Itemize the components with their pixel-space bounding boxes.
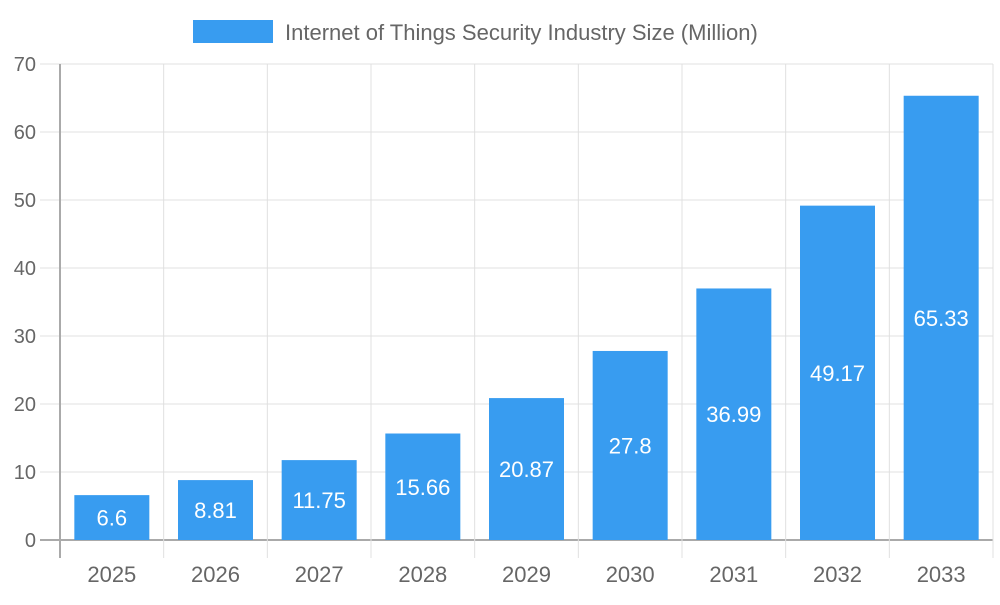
x-axis-ticks: 2025 2026 2027 2028 2029 2030 2031 2032 2033 — [87, 562, 965, 587]
data-label: 20.87 — [499, 457, 554, 482]
bars — [74, 95, 979, 541]
x-tick-label: 2033 — [917, 562, 966, 587]
x-tick-label: 2026 — [191, 562, 240, 587]
data-label: 49.17 — [810, 361, 865, 386]
y-tick-label: 0 — [25, 530, 36, 552]
data-label: 8.81 — [194, 498, 237, 523]
x-tick-label: 2028 — [398, 562, 447, 587]
x-tick-label: 2029 — [502, 562, 551, 587]
bar — [74, 495, 150, 540]
data-label: 65.33 — [914, 306, 969, 331]
y-axis-ticks: 0 10 20 30 40 50 60 70 — [14, 54, 36, 552]
x-tick-label: 2030 — [606, 562, 655, 587]
bar — [800, 205, 875, 541]
data-label: 11.75 — [292, 488, 345, 513]
bar — [903, 95, 979, 541]
y-tick-label: 20 — [14, 394, 36, 416]
bar — [696, 288, 772, 540]
data-label: 27.8 — [609, 433, 652, 458]
bar — [592, 350, 668, 540]
bar — [178, 480, 253, 540]
y-tick-label: 50 — [14, 190, 36, 212]
y-tick-label: 70 — [14, 54, 36, 76]
x-tick-label: 2031 — [709, 562, 758, 587]
data-label: 6.6 — [97, 506, 128, 531]
bar — [281, 460, 357, 540]
data-label: 36.99 — [706, 402, 761, 427]
y-tick-label: 30 — [14, 326, 36, 348]
y-tick-label: 40 — [14, 258, 36, 280]
bar — [489, 398, 564, 540]
bar — [385, 433, 461, 540]
data-labels: 6.6 8.81 11.75 15.66 20.87 27.8 36.99 49.17 65.3… — [97, 306, 969, 531]
x-tick-label: 2025 — [87, 562, 136, 587]
legend-swatch — [193, 20, 273, 43]
legend[interactable]: Internet of Things Security Industry Siz… — [193, 20, 758, 45]
x-tick-label: 2032 — [813, 562, 862, 587]
x-tick-label: 2027 — [295, 562, 344, 587]
legend-label: Internet of Things Security Industry Siz… — [285, 20, 758, 45]
data-label: 15.66 — [395, 475, 450, 500]
y-tick-label: 10 — [14, 462, 36, 484]
gridlines — [40, 63, 994, 558]
y-tick-label: 60 — [14, 122, 36, 144]
